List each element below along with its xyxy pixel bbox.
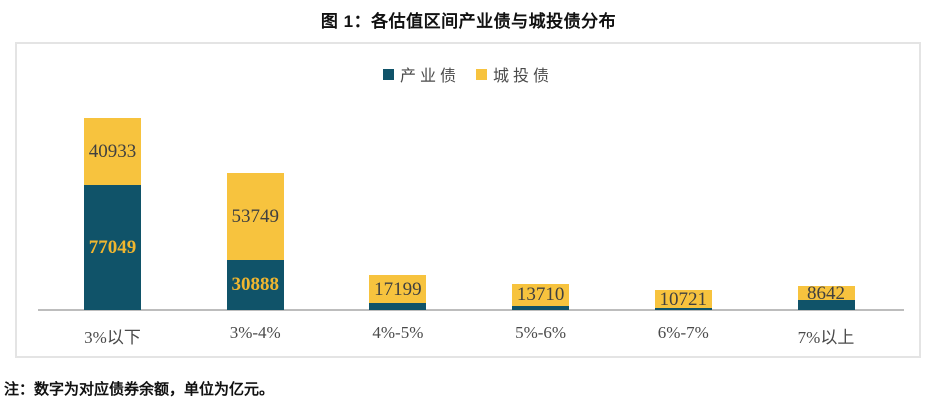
x-axis-line [38,309,904,311]
bar-segment [369,303,427,310]
bar-segment: 17199 [369,275,427,303]
chart-note: 注：数字为对应债券余额，单位为亿元。 [4,381,275,398]
bar-segment: 13710 [512,283,570,306]
x-axis-label: 4%-5% [372,323,424,342]
bar-segment: 8642 [797,282,855,304]
legend-swatch-industrial-bond-icon [382,68,394,80]
chart-title: 图 1：各估值区间产业债与城投债分布 [320,12,617,31]
x-axis-label: 7%以上 [797,328,855,347]
bar-segment: 53749 [226,172,284,260]
x-axis-label: 3%以下 [84,328,141,347]
bar-value-label: 17199 [374,278,422,300]
legend-item-industrial-bond: 产业债 [382,62,460,86]
legend-item-urban-investment-bond: 城投债 [476,62,553,86]
bar-value-label: 30888 [231,274,279,296]
bar-value-label: 13710 [516,284,565,306]
x-axis-label: 5%-6% [515,323,567,342]
legend-label-urban-investment-bond: 城投债 [493,68,554,85]
x-axis-label: 3%-4% [229,323,281,342]
bar-segment: 77049 [84,184,141,310]
bar-value-label: 10721 [659,288,708,310]
x-axis-label: 6%-7% [657,323,709,342]
bar-segment: 30888 [226,259,284,310]
bar-segment: 40933 [84,118,141,185]
legend-swatch-urban-investment-bond-icon [476,68,487,80]
bar-value-label: 8642 [807,282,845,304]
bar-segment [654,307,712,310]
legend-label-industrial-bond: 产业债 [399,68,460,85]
bar-value-label: 77049 [88,236,137,258]
legend: 产业债 城投债 [17,62,919,86]
bar-segment [512,305,570,310]
plot-area: 77049 40933 3%以下 30888 53749 3%-4% 17199 4%-5% 1… [17,44,919,356]
bar-value-label: 53749 [231,205,279,227]
bar-segment [797,300,855,310]
chart-panel: 产业债 城投债 77049 40933 3%以下 30888 53749 3%-4% 171… [15,42,921,358]
bar-segment: 10721 [654,288,712,310]
bar-value-label: 40933 [88,141,137,163]
